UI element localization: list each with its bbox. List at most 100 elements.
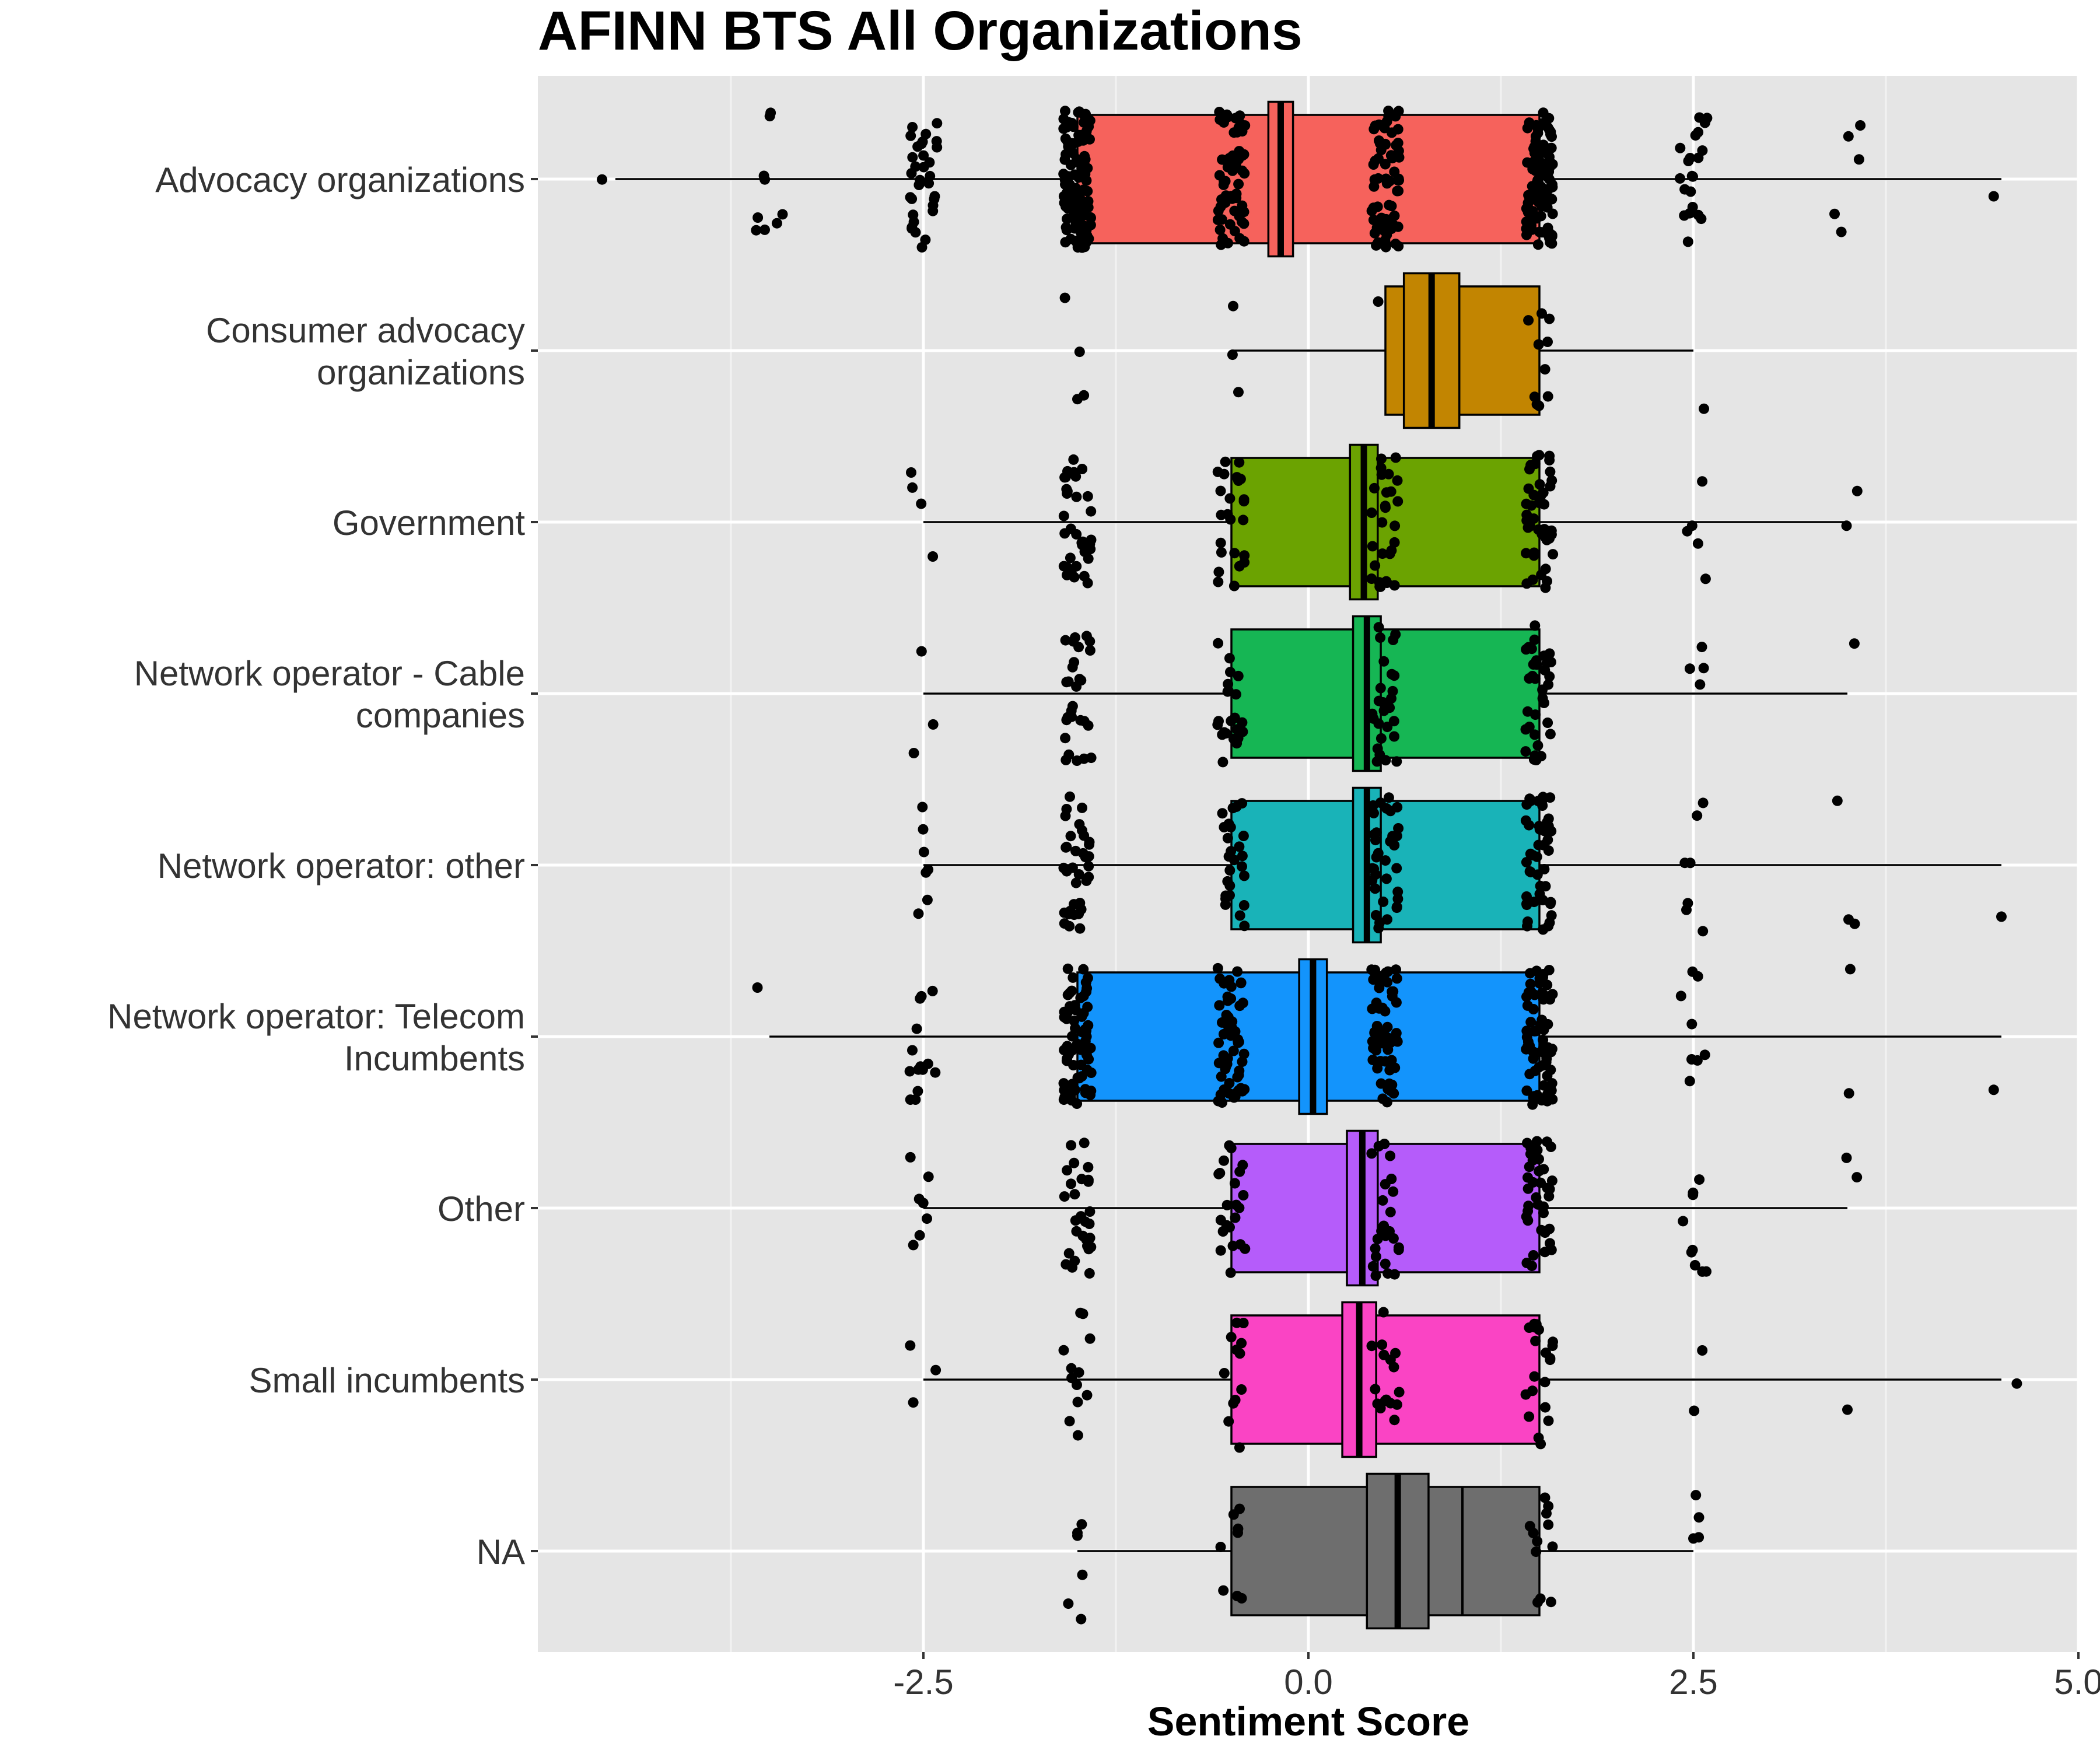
data-point [1540, 1402, 1550, 1413]
data-point [1238, 206, 1250, 218]
data-point [918, 162, 929, 173]
data-point [1224, 865, 1236, 876]
data-point [907, 223, 918, 234]
data-point [1078, 156, 1089, 167]
data-point [1220, 456, 1231, 467]
data-point [923, 1171, 934, 1182]
data-point [1373, 173, 1384, 184]
data-point [1695, 679, 1706, 690]
data-point [1391, 973, 1402, 984]
data-point [1377, 1195, 1388, 1206]
data-point [1679, 858, 1690, 869]
data-point [928, 200, 939, 211]
data-point [1225, 667, 1236, 678]
data-point [1543, 1519, 1554, 1530]
data-point [1387, 991, 1398, 1002]
data-point [1218, 1585, 1229, 1596]
data-point [1062, 989, 1073, 1000]
data-point [1072, 1396, 1083, 1408]
data-point [1375, 632, 1386, 643]
data-point [1063, 676, 1074, 687]
data-point [1376, 1078, 1387, 1089]
data-point [1393, 823, 1404, 834]
data-point [1213, 1096, 1224, 1107]
data-point [1234, 1000, 1245, 1012]
data-point [1239, 168, 1250, 179]
data-point [1544, 1184, 1555, 1195]
data-point [1528, 1250, 1539, 1261]
data-point [1389, 580, 1400, 591]
data-point [1233, 178, 1244, 190]
data-point [1546, 194, 1558, 205]
data-point [1231, 188, 1242, 200]
data-point [1852, 485, 1863, 496]
data-point [1373, 622, 1384, 633]
data-point [1702, 113, 1713, 124]
data-point [1070, 877, 1082, 888]
data-point [1699, 403, 1709, 414]
data-point [921, 867, 932, 878]
data-point [1213, 1168, 1224, 1180]
data-point [1217, 808, 1228, 819]
data-point [1521, 857, 1532, 868]
data-point [1214, 225, 1226, 235]
data-point [907, 1045, 918, 1056]
data-point [1542, 1136, 1552, 1147]
data-point [1074, 346, 1085, 358]
box [1076, 114, 1541, 244]
data-point [1374, 972, 1385, 984]
data-point [1539, 1048, 1550, 1059]
data-point [1238, 514, 1249, 526]
data-point [1536, 227, 1548, 238]
data-point [1060, 733, 1071, 744]
data-point [1228, 1045, 1239, 1056]
data-point [922, 1213, 932, 1224]
data-point [1213, 576, 1224, 587]
data-point [1389, 840, 1400, 850]
data-point [1545, 1238, 1555, 1249]
data-point [1529, 1318, 1540, 1329]
data-point [1062, 1053, 1073, 1064]
data-point [914, 1230, 925, 1241]
data-point [1701, 1266, 1712, 1277]
data-point [1546, 910, 1557, 921]
data-point [1378, 1220, 1390, 1231]
data-point [1066, 1178, 1076, 1189]
data-point [1224, 1140, 1235, 1151]
data-point [912, 1086, 923, 1097]
data-point [1534, 1062, 1544, 1073]
data-point [1066, 1095, 1077, 1106]
data-point [1675, 142, 1686, 153]
data-point [1229, 205, 1240, 216]
data-point [1062, 1041, 1073, 1052]
data-point [920, 235, 931, 246]
data-point [908, 209, 919, 220]
data-point [1845, 964, 1856, 975]
data-point [1530, 620, 1541, 631]
outlier-point [1072, 394, 1083, 405]
data-point [1533, 1432, 1544, 1443]
data-point [1537, 693, 1548, 704]
data-point [1391, 901, 1402, 912]
y-axis-tick-label: organizations [317, 353, 525, 392]
data-point [1692, 810, 1703, 821]
data-point [1686, 1054, 1697, 1065]
data-point [1545, 466, 1556, 477]
data-point [1380, 159, 1391, 170]
data-point [1074, 218, 1086, 229]
data-point [1078, 991, 1089, 1002]
data-point [1062, 1165, 1073, 1176]
data-point [1393, 186, 1404, 197]
data-point [1531, 851, 1542, 862]
data-point [1529, 1371, 1540, 1382]
data-point [1069, 209, 1080, 220]
data-point [1520, 724, 1531, 735]
data-point [917, 802, 928, 813]
data-point [1380, 855, 1391, 866]
chart-title: AFINN BTS All Organizations [538, 0, 1303, 62]
data-point [1694, 1174, 1705, 1185]
data-point [904, 1066, 915, 1077]
data-point [1068, 454, 1079, 465]
data-point [1389, 1415, 1400, 1426]
data-point [1843, 131, 1854, 142]
